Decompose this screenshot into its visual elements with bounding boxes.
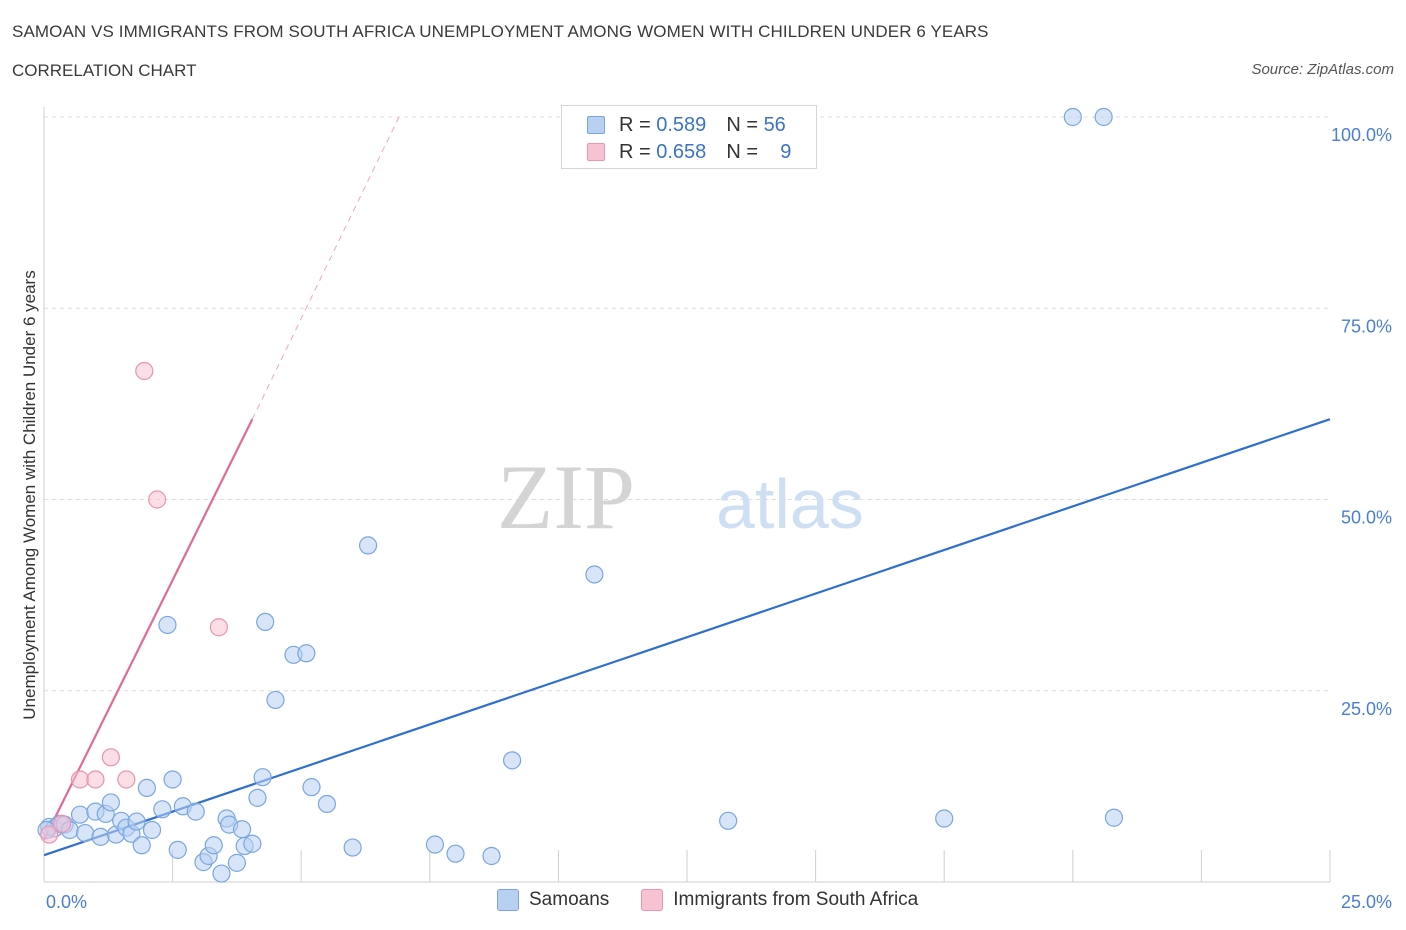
immigrants-point (70, 770, 90, 789)
y-tick-label: 50.0% (1341, 508, 1392, 528)
legend-n-value: 56 (763, 113, 786, 136)
immigrants-point (86, 770, 105, 789)
samoans-point (585, 565, 604, 584)
legend-label-samoans: Samoans (529, 889, 610, 910)
immigrants-swatch (587, 143, 605, 161)
samoans-point (503, 751, 522, 770)
samoans-point (232, 820, 252, 839)
legend-r-label: R = (619, 113, 651, 136)
samoans-point (101, 793, 120, 812)
legend-n-label: N = (726, 140, 758, 163)
trend-lines (43, 116, 1331, 857)
y-tick-label: 25.0% (1341, 699, 1392, 719)
samoans-point (153, 800, 172, 819)
gridlines (44, 116, 1330, 692)
watermark-zip: ZIP (497, 446, 635, 548)
samoans-point (425, 835, 445, 854)
samoans-point (186, 802, 205, 821)
samoans-point (204, 836, 223, 855)
samoans-point (248, 788, 267, 807)
source-credit: Source: ZipAtlas.com (1251, 61, 1394, 78)
data-points (37, 107, 1124, 883)
samoans-point (1094, 107, 1113, 127)
samoans-point (302, 778, 321, 797)
immigrants-point (135, 361, 154, 381)
immigrants-trend-line (43, 418, 254, 841)
chart-title: SAMOAN VS IMMIGRANTS FROM SOUTH AFRICA U… (12, 22, 989, 41)
legend-r-value: 0.658 (656, 140, 707, 163)
samoans-point (446, 844, 465, 863)
samoans-point (253, 768, 272, 787)
samoans-point (142, 820, 162, 840)
legend-n-label: N = (726, 113, 758, 136)
samoans-point (1104, 808, 1124, 827)
samoans-point (266, 690, 285, 710)
samoans-point (158, 615, 177, 635)
x-tick-label: 0.0% (46, 892, 87, 912)
samoans-point (168, 840, 187, 859)
watermark: ZIP atlas (497, 446, 864, 548)
samoans-point (91, 827, 110, 846)
samoans-point (137, 778, 156, 798)
legend-r-label: R = (619, 140, 651, 163)
samoans-point (719, 811, 738, 830)
samoans-swatch (497, 889, 519, 911)
samoans-point (358, 536, 378, 555)
samoans-point (256, 612, 275, 632)
samoans-point (1063, 107, 1082, 127)
samoans-point (212, 864, 231, 883)
immigrants-point (209, 618, 228, 637)
legend-row-samoans: R = 0.589 N = 56 (587, 112, 786, 138)
chart-subtitle: CORRELATION CHART (12, 61, 197, 80)
immigrants-trend-extension (251, 116, 400, 420)
immigrants-point (101, 748, 120, 767)
immigrants-point (40, 825, 59, 844)
watermark-atlas: atlas (716, 465, 864, 543)
legend-item-immigrants: Immigrants from South Africa (641, 889, 918, 911)
immigrants-point (117, 770, 136, 789)
y-tick-label: 75.0% (1341, 316, 1392, 336)
samoans-point (127, 812, 146, 831)
axes (43, 107, 1331, 883)
samoans-point (297, 644, 316, 663)
samoans-point (70, 805, 90, 824)
legend-label-immigrants: Immigrants from South Africa (673, 889, 919, 910)
samoans-point (343, 838, 362, 857)
samoans-point (935, 809, 954, 828)
samoans-point (243, 834, 262, 853)
immigrants-swatch (641, 889, 664, 911)
immigrants-point (52, 814, 72, 833)
legend-n-value: 9 (780, 140, 792, 163)
stats-legend: R = 0.589 N = 56 R = 0.658 N = 9 (561, 105, 817, 169)
samoans-point (132, 836, 151, 855)
series-legend: Samoans Immigrants from South Africa (497, 889, 950, 911)
legend-item-samoans: Samoans (497, 889, 609, 911)
samoans-point (163, 770, 182, 789)
tick-labels: 25.0% 50.0% 75.0% 100.0% 0.0% 25.0% (46, 125, 1392, 912)
samoans-swatch (587, 116, 605, 134)
x-tick-label: 25.0% (1341, 892, 1392, 912)
samoans-point (227, 853, 246, 872)
samoans-point (482, 846, 501, 866)
samoans-trend-line (43, 418, 1331, 857)
samoans-point (317, 794, 337, 814)
immigrants-point (148, 490, 167, 509)
y-tick-label: 100.0% (1331, 125, 1392, 145)
samoans-point (76, 823, 95, 843)
legend-r-value: 0.589 (656, 113, 707, 136)
legend-row-immigrants: R = 0.658 N = 9 (587, 139, 791, 165)
